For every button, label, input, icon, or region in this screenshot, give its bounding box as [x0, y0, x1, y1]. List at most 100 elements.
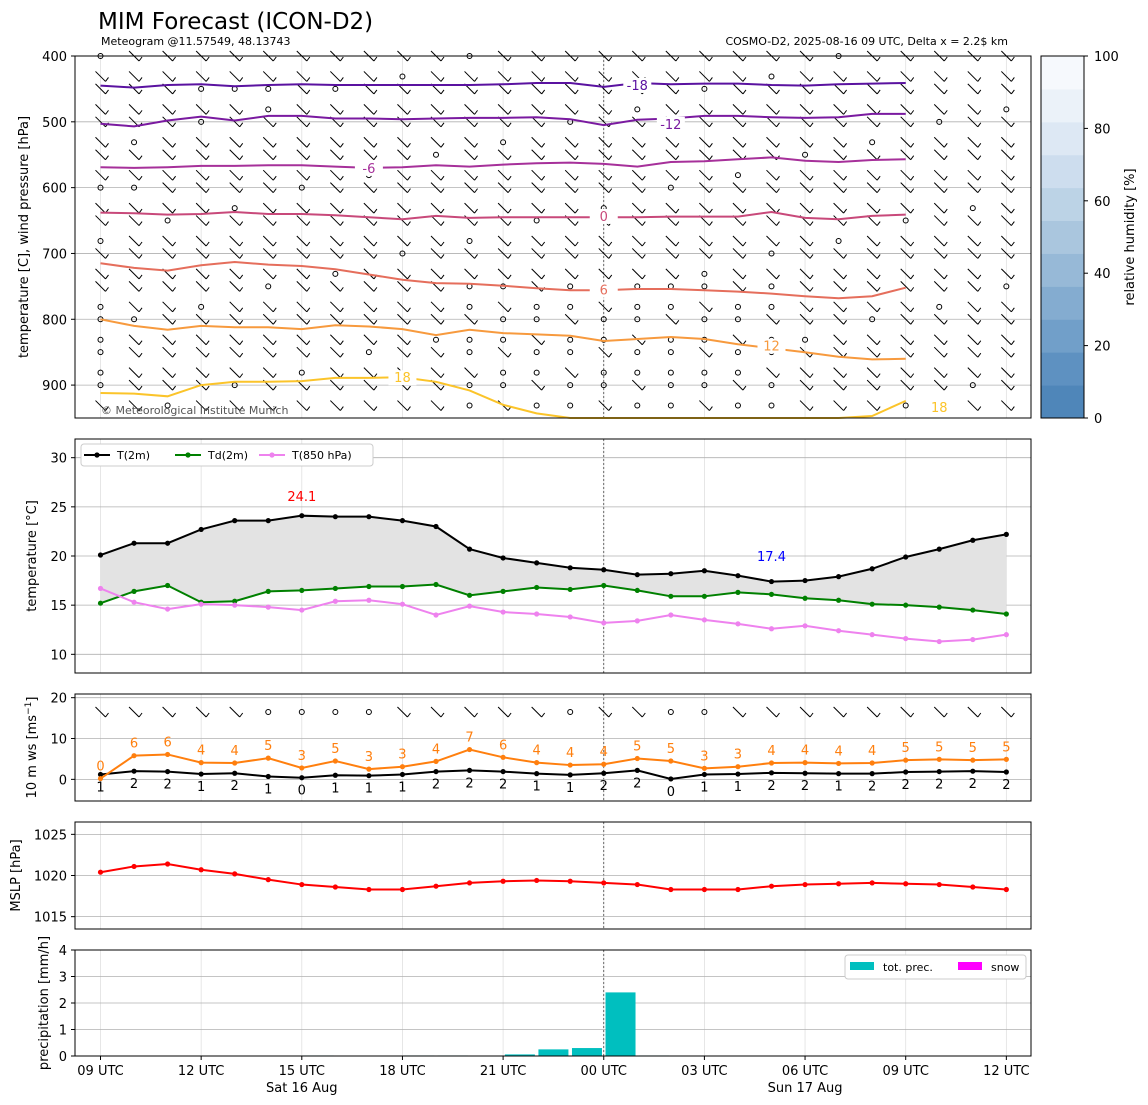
wind-barb: [296, 313, 308, 325]
precip-legend-box: [844, 954, 1027, 980]
wind-barb-flag: [809, 56, 814, 62]
colorbar-label: relative humidity [%]: [1123, 168, 1138, 305]
wind-barb-flag: [977, 175, 982, 181]
speed-value-label: 1: [197, 780, 205, 795]
wind-barb-flag: [373, 122, 378, 128]
wind-barb: [799, 281, 811, 292]
wind-barb: [397, 281, 408, 292]
wind-barb-flag: [205, 373, 210, 378]
wind-barb: [128, 149, 140, 161]
wind-barb-flag: [373, 155, 378, 161]
wind-barb-flag: [809, 406, 814, 411]
wind-barb-flag: [809, 221, 814, 226]
wind-barb-flag: [809, 142, 814, 148]
wind-barb: [732, 149, 744, 161]
wind-barb: [598, 182, 610, 193]
surface-calm-marker: [667, 709, 674, 715]
wind-barb: [732, 71, 744, 82]
wind-barb: [866, 71, 878, 82]
wind-barb: [195, 313, 207, 325]
wind-barb-flag: [574, 89, 579, 95]
wind-barb: [329, 248, 341, 259]
wind-barb-flag: [977, 352, 982, 358]
wind-barb: [229, 367, 241, 378]
wind-barb-flag: [910, 175, 915, 181]
temp-point: [1003, 632, 1009, 638]
wind-barb-flag: [407, 155, 411, 161]
wind-barb: [430, 136, 442, 148]
wind-barb-flag: [776, 241, 780, 247]
wind-barb: [329, 313, 341, 325]
wind-barb-flag: [876, 352, 881, 358]
wind-barb: [564, 83, 576, 95]
wind-barb-flag: [977, 287, 982, 292]
precip-ytick-label: 1: [59, 1024, 67, 1039]
wind-barb-flag: [910, 56, 915, 62]
wind-barb-flag: [172, 56, 177, 62]
wind-barb-flag: [809, 274, 814, 280]
surface-wind-barb-flag: [541, 712, 546, 718]
precip-legend-label: snow: [991, 961, 1019, 974]
wind-barb: [363, 367, 375, 378]
precip-legend-label: tot. prec.: [883, 961, 933, 974]
gust-value-label: 6: [163, 735, 171, 750]
wind-barb: [195, 169, 207, 181]
wind-barb: [665, 235, 677, 247]
wind-point: [97, 771, 104, 778]
wind-barb-flag: [574, 188, 579, 193]
calm-marker: [667, 382, 674, 389]
surface-wind-barb: [598, 706, 610, 718]
temp-point: [567, 565, 573, 571]
wind-barb-flag: [608, 110, 613, 115]
wind-barb-flag: [943, 373, 948, 378]
wind-barb: [95, 149, 106, 161]
temp-point: [265, 518, 271, 524]
wind-barb-flag: [1010, 221, 1015, 226]
temp-legend: T(2m) Td(2m) T(850 hPa): [80, 443, 374, 467]
wind-barb-flag: [910, 142, 915, 148]
wind-barb: [766, 313, 777, 325]
wind-barb: [262, 367, 274, 378]
wind-barb: [262, 235, 274, 247]
wind-barb-flag: [943, 319, 948, 325]
speed-value-label: 1: [264, 782, 272, 797]
wind-barb: [933, 346, 945, 358]
time-axis: 09 UTC 12 UTC 15 UTC Sat 16 Aug 18 UTC 21 UTC…: [77, 1056, 1030, 1096]
precip-frame: [74, 949, 1032, 1057]
wind-barb-flag: [574, 56, 579, 62]
gust-value-label: 3: [700, 749, 708, 764]
wind-barb: [531, 116, 543, 128]
wind-barb: [162, 149, 173, 161]
isotherm-line: [100, 156, 906, 169]
time-tick-label: 00 UTC: [581, 1064, 627, 1079]
surface-wind-barb: [766, 706, 777, 718]
wind-barb-flag: [407, 385, 411, 391]
wind-barb-flag: [1010, 155, 1015, 161]
wind-barb: [598, 268, 610, 280]
wind-barb-flag: [541, 155, 546, 161]
wind-ytick-label: 0: [59, 773, 67, 788]
isotherm-label-bg: [623, 77, 652, 93]
wind-barb-flag: [407, 175, 411, 181]
wind-barb-flag: [105, 406, 109, 411]
wind-barb-flag: [742, 221, 747, 226]
wind-barb: [296, 169, 308, 181]
mslp-line: [100, 862, 1007, 891]
wind-barb-flag: [205, 254, 210, 259]
calm-marker: [567, 303, 574, 310]
temp-point: [399, 601, 406, 607]
time-tick-label: 09 UTC: [77, 1064, 123, 1079]
wind-barb-flag: [239, 406, 244, 411]
gust-value-label: 4: [197, 744, 205, 759]
wind-barb: [699, 136, 710, 148]
wind-barb-flag: [306, 56, 311, 62]
calm-marker: [701, 382, 708, 389]
wind-barb: [229, 346, 241, 358]
temp-point: [299, 607, 305, 613]
wind-barb-flag: [876, 254, 881, 259]
calm-marker: [97, 303, 104, 310]
wind-barb: [564, 169, 576, 181]
wind-barb-flag: [843, 110, 847, 115]
speed-value-label: 2: [1002, 778, 1010, 793]
wind-barb: [631, 268, 643, 280]
